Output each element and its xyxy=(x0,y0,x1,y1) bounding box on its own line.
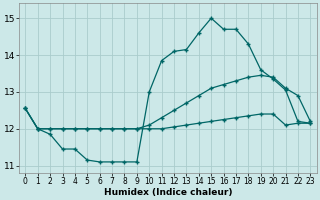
X-axis label: Humidex (Indice chaleur): Humidex (Indice chaleur) xyxy=(104,188,232,197)
